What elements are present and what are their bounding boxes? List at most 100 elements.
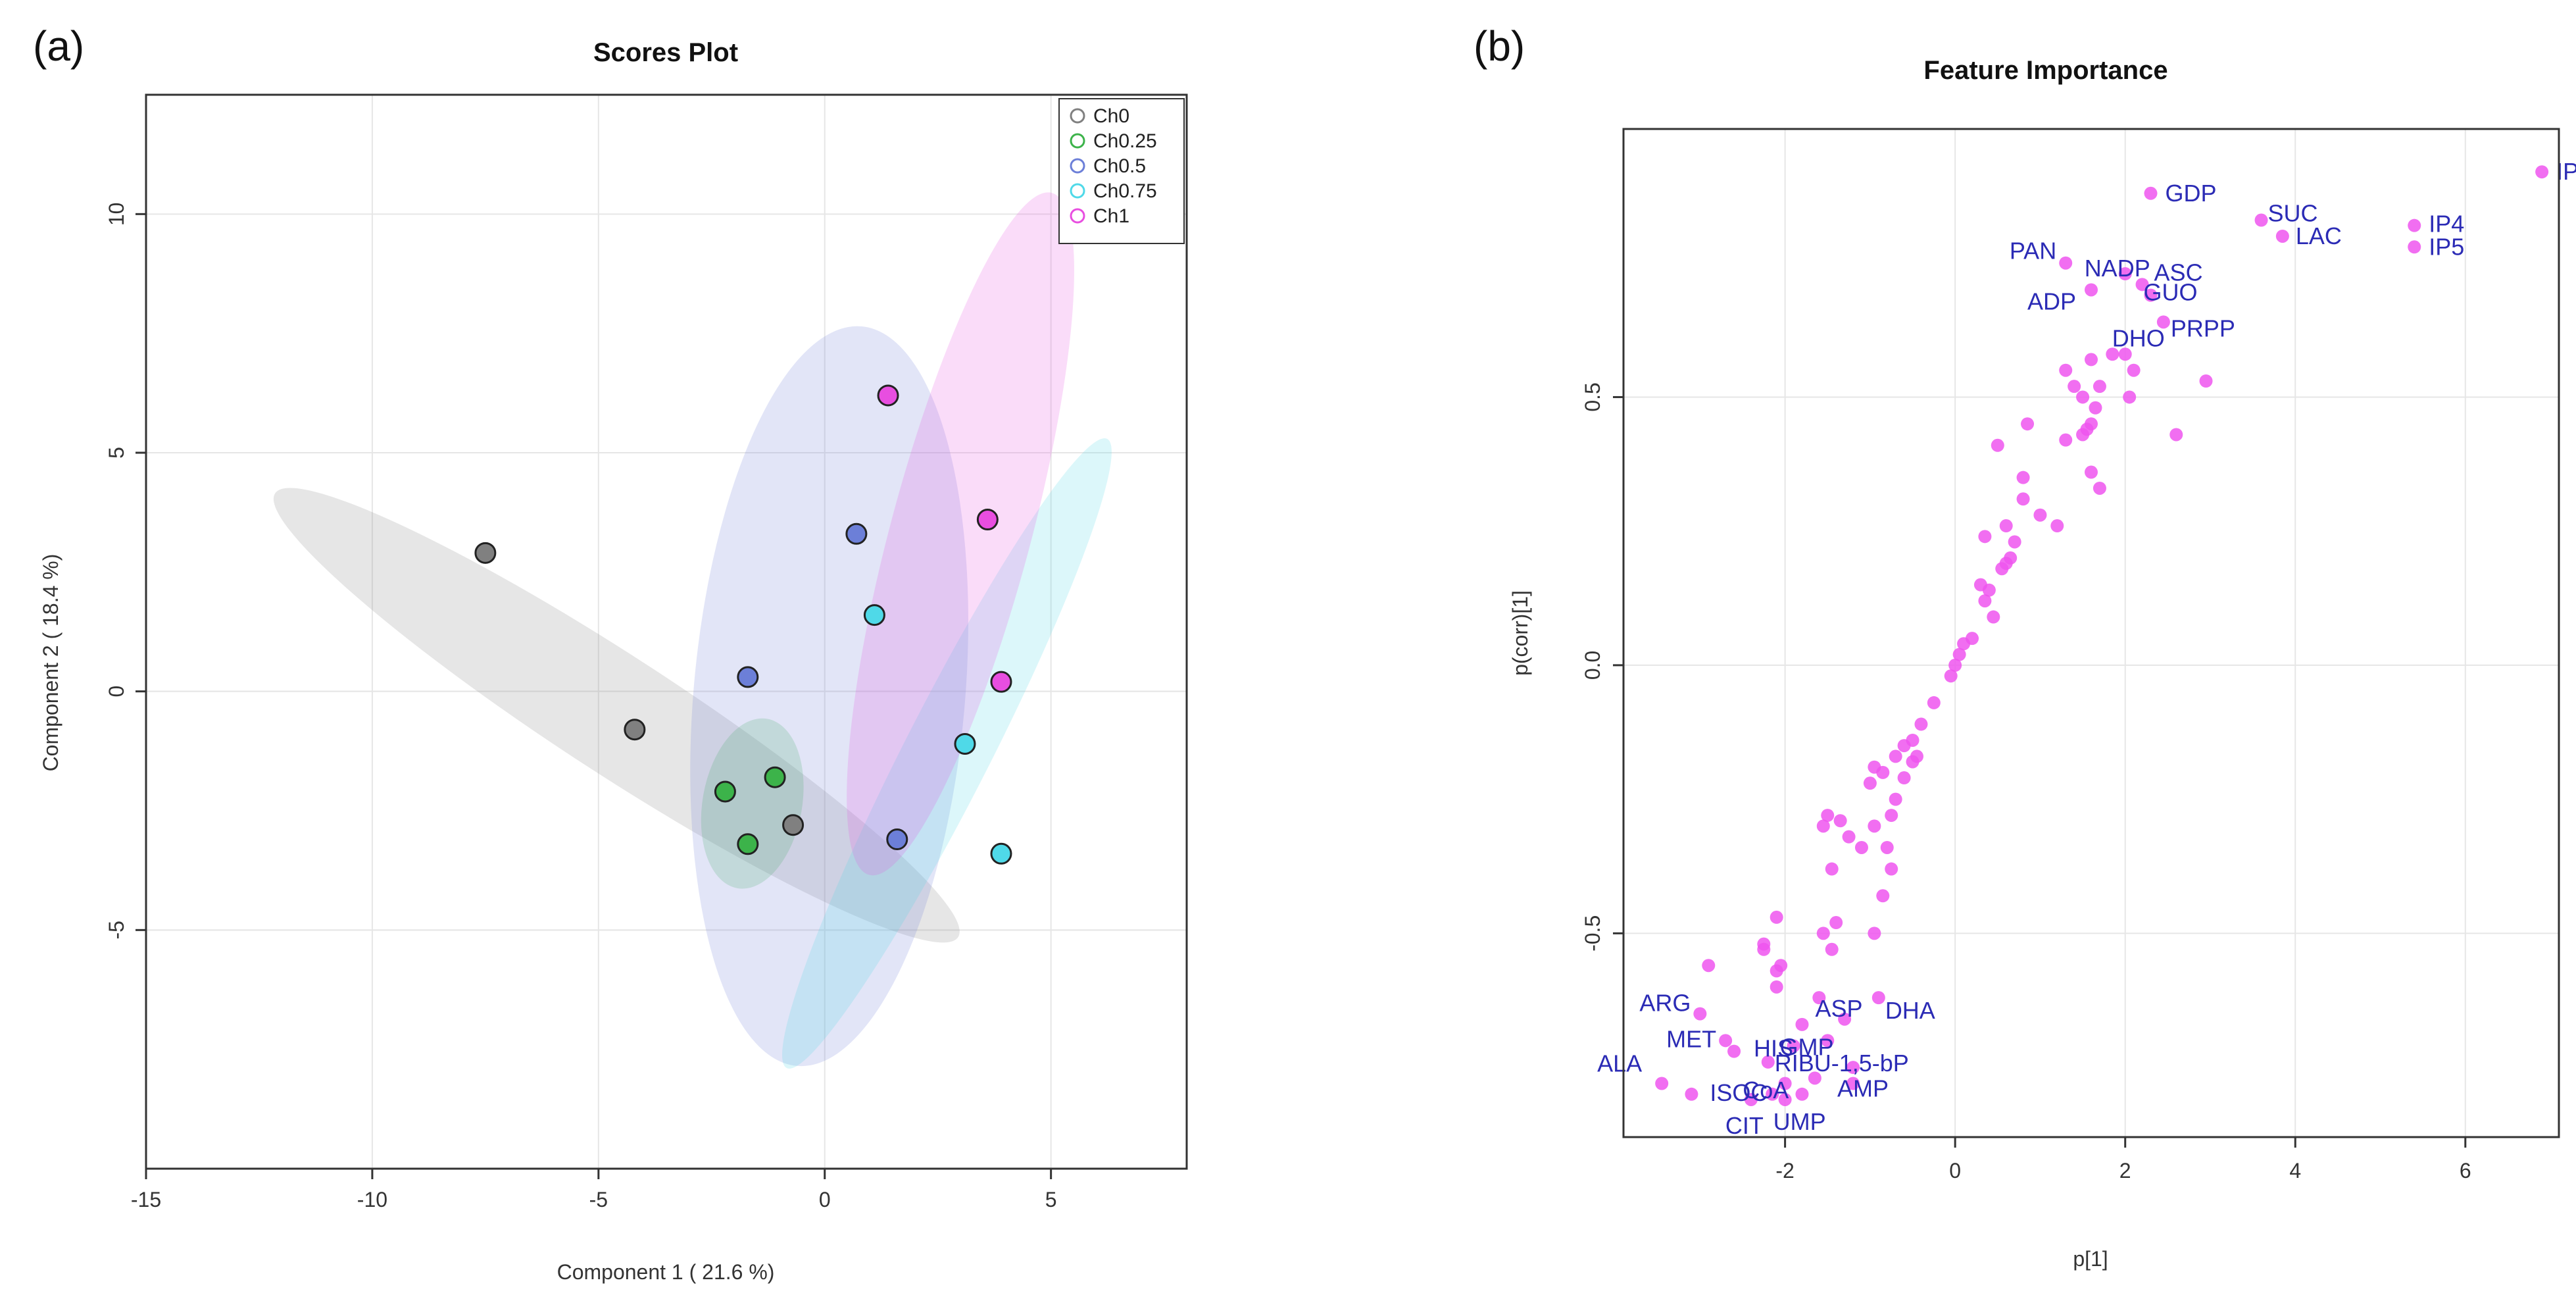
feature-x-tick-label: 4 (2289, 1159, 2301, 1183)
point-ch0-5-2 (886, 828, 908, 851)
feature-point-51 (1821, 809, 1835, 823)
feature-point-56 (1854, 840, 1868, 854)
feature-point-1 (2068, 380, 2081, 394)
scores-y-tick-label: 5 (105, 447, 128, 459)
point-ch1-2 (990, 671, 1012, 693)
feature-importance-points (1655, 165, 2549, 1106)
feature-point-28 (1999, 557, 2013, 571)
feature-y-tick-label: -0.5 (1581, 915, 1604, 952)
feature-point-14 (2169, 428, 2183, 442)
point-ch0-25-2 (737, 833, 759, 855)
feature-point-15 (2021, 417, 2035, 431)
feature-point-8 (2123, 390, 2137, 404)
feature-point-0 (2059, 363, 2073, 377)
legend-marker-ch0 (1070, 108, 1085, 124)
feature-point-31 (1978, 594, 1992, 608)
feature-point-pan (2059, 256, 2073, 270)
feature-point-arg (1693, 1007, 1707, 1021)
feature-point-47 (1897, 771, 1911, 785)
feature-label-lac: LAC (2296, 222, 2342, 249)
feature-point-44 (1889, 750, 1902, 763)
feature-point-6 (2076, 390, 2090, 404)
feature-importance-y-axis-label: p(corr)[1] (1508, 590, 1532, 676)
point-ch0-25-1 (764, 766, 786, 788)
feature-point-52 (1833, 814, 1847, 828)
feature-importance-x-ticks: -2 0 2 4 6 (1775, 1137, 2471, 1183)
feature-label-guo: GUO (2143, 279, 2197, 306)
feature-label-his: HIS (1754, 1035, 1793, 1062)
legend-label-ch1: Ch1 (1093, 205, 1129, 227)
feature-label-gmp: GMP (1780, 1033, 1834, 1060)
feature-label-dha: DHA (1885, 997, 1935, 1024)
legend-label-ch0-75: Ch0.75 (1093, 180, 1157, 202)
ellipse-ch1 (847, 192, 1074, 876)
scores-x-tick-label: 0 (819, 1188, 831, 1211)
feature-point-7 (2089, 401, 2102, 415)
feature-point-75 (1846, 1061, 1860, 1075)
feature-point-asp (1795, 1017, 1809, 1031)
feature-point-41 (1897, 739, 1911, 753)
feature-point-20 (2093, 481, 2106, 495)
feature-point-5 (2127, 363, 2141, 377)
feature-label-amp: AMP (1837, 1075, 1889, 1102)
feature-point-35 (1952, 648, 1966, 661)
feature-point-38 (1927, 696, 1941, 709)
feature-point-37 (1944, 669, 1958, 683)
feature-y-tick-label: 0.0 (1581, 651, 1604, 680)
feature-point-lac (2275, 229, 2289, 243)
ellipse-ch0-25 (701, 718, 804, 889)
feature-label-gdp: GDP (2165, 180, 2216, 207)
feature-point-ip5 (2408, 240, 2421, 254)
point-ch0-5-0 (737, 666, 759, 688)
scores-y-tick-label: 0 (105, 686, 128, 698)
feature-point-21 (2033, 508, 2047, 522)
feature-point-73 (1838, 1012, 1852, 1026)
feature-point-3 (2106, 347, 2119, 361)
scores-y-tick-label: 10 (105, 203, 128, 226)
point-ch0-75-2 (990, 842, 1012, 865)
feature-point-ump (1778, 1092, 1792, 1106)
panel-a-label: (a) (33, 22, 84, 70)
point-ch0-25-0 (714, 780, 736, 803)
feature-point-43 (1906, 755, 1920, 769)
feature-point-10 (2059, 433, 2073, 447)
legend-marker-ch0-75 (1070, 183, 1085, 199)
feature-point-77 (1778, 1077, 1792, 1090)
feature-point-39 (1914, 717, 1928, 731)
feature-point-22 (2050, 519, 2064, 533)
point-ch0-5-1 (845, 522, 868, 545)
feature-point-18 (2016, 492, 2030, 506)
feature-point-30 (1973, 578, 1987, 592)
feature-point-coa (1766, 1087, 1779, 1101)
feature-point-48 (1863, 776, 1877, 790)
feature-x-tick-label: -2 (1775, 1159, 1794, 1183)
feature-point-23 (1999, 519, 2013, 533)
feature-label-coa: CoA (1743, 1077, 1789, 1104)
feature-point-61 (1829, 916, 1843, 930)
feature-point-prpp (2156, 315, 2170, 329)
feature-importance-grid (1623, 129, 2559, 1137)
feature-point-ribu-1-5-bp (1761, 1055, 1775, 1069)
scores-x-tick-label: 5 (1045, 1188, 1057, 1211)
feature-importance-labels: IP6IP4IP5SUCLACGDPPANNADPASCGUOADPPRPPDH… (1597, 158, 2576, 1139)
feature-point-58 (1825, 862, 1839, 876)
feature-point-asc (2135, 278, 2149, 292)
feature-point-57 (1880, 840, 1894, 854)
feature-point-gmp (1787, 1039, 1800, 1053)
feature-importance-plot: IP6IP4IP5SUCLACGDPPANNADPASCGUOADPPRPPDH… (1508, 128, 2576, 1271)
feature-point-2 (2085, 353, 2098, 367)
feature-point-suc (2254, 213, 2268, 227)
feature-point-4 (2093, 380, 2106, 394)
feature-point-78 (1795, 1087, 1809, 1101)
feature-point-63 (1868, 927, 1881, 940)
feature-label-cit: CIT (1725, 1112, 1764, 1139)
feature-importance-title: Feature Importance (1923, 56, 2167, 85)
feature-point-ip6 (2535, 165, 2549, 179)
feature-point-9 (2199, 374, 2213, 388)
feature-point-amp (1846, 1077, 1860, 1090)
scores-plot-x-ticks: -15 -10 -5 0 5 (131, 1169, 1057, 1211)
legend-marker-ch0-5 (1070, 158, 1085, 174)
feature-point-71 (1702, 959, 1716, 973)
